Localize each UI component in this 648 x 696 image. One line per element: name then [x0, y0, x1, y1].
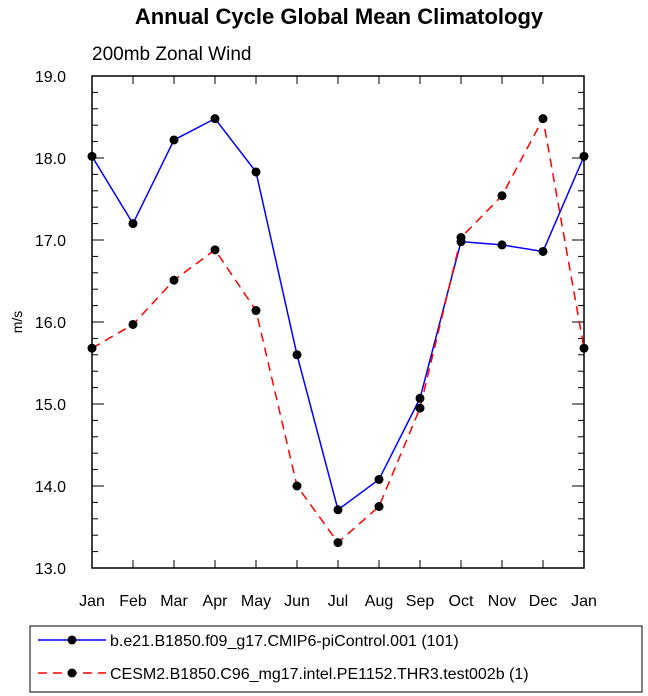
plot-frame — [91, 75, 585, 569]
y-tick-label: 14.0 — [35, 479, 66, 496]
series-2-point — [415, 403, 425, 413]
x-tick-label: Jul — [328, 593, 348, 610]
series-layer — [87, 114, 589, 548]
axis-ticks: Jan Feb Mar Apr May Jun Jul Aug Sep Oct Nov Dec Jan 1… — [35, 69, 597, 610]
chart-subtitle: 200mb Zonal Wind — [92, 44, 251, 65]
legend-label-2: CESM2.B1850.C96_mg17.intel.PE1152.THR3.t… — [110, 666, 529, 683]
legend-marker-1 — [67, 635, 77, 645]
legend: b.e21.B1850.f09_g17.CMIP6-piControl.001 … — [29, 625, 643, 693]
series-1-point — [87, 151, 97, 161]
series-line-2 — [91, 117, 585, 544]
series-2-point — [374, 502, 384, 511]
y-tick-label: 13.0 — [35, 561, 66, 578]
series-2-point — [87, 343, 97, 353]
series-1-point — [128, 219, 138, 229]
series-2-point — [251, 306, 261, 316]
legend-label-1: b.e21.B1850.f09_g17.CMIP6-piControl.001 … — [110, 633, 459, 650]
legend-entry-1: b.e21.B1850.f09_g17.CMIP6-piControl.001 … — [38, 633, 459, 650]
x-tick-label: Jan — [571, 593, 597, 610]
series-line-1 — [91, 117, 585, 511]
x-tick-label: Apr — [203, 593, 229, 610]
y-tick-label: 15.0 — [35, 397, 66, 414]
series-1-point — [415, 393, 425, 403]
legend-marker-2 — [67, 668, 77, 678]
series-2-point — [169, 275, 179, 285]
y-tick-label: 17.0 — [35, 233, 66, 250]
series-1-point — [497, 240, 507, 250]
series-1-point — [374, 474, 384, 484]
x-tick-label: Sep — [406, 593, 435, 610]
series-2-point — [128, 319, 138, 329]
y-axis-label: m/s — [9, 311, 25, 334]
series-2-point — [497, 191, 507, 201]
y-tick-label: 19.0 — [35, 69, 66, 86]
x-tick-label: Feb — [119, 593, 147, 610]
series-2-point — [210, 245, 220, 255]
series-2-point — [456, 233, 466, 243]
y-tick-label: 16.0 — [35, 315, 66, 332]
series-1-point — [579, 151, 589, 161]
series-1-point — [169, 135, 179, 145]
x-tick-label: May — [241, 593, 271, 610]
x-tick-label: Jan — [79, 593, 105, 610]
chart-title: Annual Cycle Global Mean Climatology — [135, 4, 544, 29]
x-tick-label: Oct — [449, 593, 474, 610]
x-tick-label: Dec — [529, 593, 557, 610]
series-1-point — [251, 167, 261, 177]
series-1-point — [210, 114, 220, 124]
y-tick-label: 18.0 — [35, 151, 66, 168]
series-1-point — [292, 350, 302, 360]
series-1-point — [538, 246, 548, 256]
series-1-point — [333, 505, 343, 515]
series-2-point — [579, 343, 589, 353]
series-2-point — [292, 481, 302, 491]
series-2-point — [333, 538, 343, 548]
series-2-point — [538, 114, 548, 124]
x-tick-label: Aug — [365, 593, 393, 610]
x-tick-label: Nov — [488, 593, 516, 610]
x-tick-label: Jun — [284, 593, 310, 610]
x-tick-label: Mar — [160, 593, 188, 610]
legend-box — [29, 625, 643, 693]
legend-entry-2: CESM2.B1850.C96_mg17.intel.PE1152.THR3.t… — [38, 666, 529, 683]
